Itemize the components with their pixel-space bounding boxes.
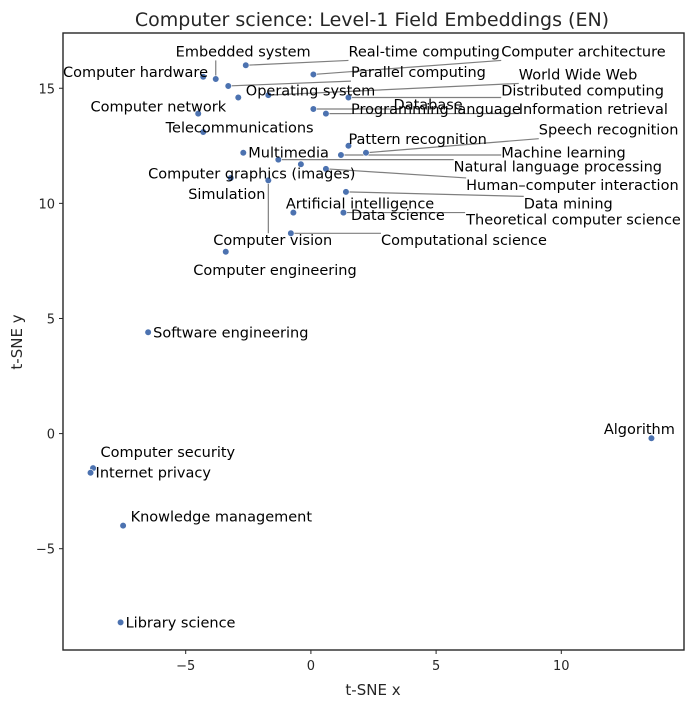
y-tick-label: 10 [38, 197, 55, 212]
data-point [344, 93, 353, 102]
point-label: Pattern recognition [348, 132, 486, 148]
data-point [339, 208, 348, 217]
point-label: Real-time computing [348, 44, 499, 60]
chart-title: Computer science: Level-1 Field Embeddin… [135, 9, 609, 31]
data-point [344, 142, 353, 150]
point-label: Theoretical computer science [465, 212, 681, 228]
leader-line [313, 59, 502, 76]
leader-line [325, 168, 467, 179]
data-point [224, 82, 232, 90]
point-label: Computer vision [213, 233, 332, 249]
x-tick-label: −5 [176, 659, 195, 674]
point-label: Computer engineering [193, 263, 356, 279]
plot-frame [62, 32, 685, 651]
data-point [212, 75, 220, 83]
data-point [199, 73, 207, 81]
point-label: Natural language processing [454, 160, 662, 176]
data-point [274, 156, 282, 164]
y-axis-label: t-SNE y [8, 314, 26, 369]
point-label: Human–computer interaction [466, 178, 679, 194]
point-label: Telecommunications [165, 120, 314, 136]
leader-line [365, 138, 539, 154]
point-label: Knowledge management [131, 509, 313, 525]
point-label: Database [394, 97, 463, 113]
data-point [264, 91, 272, 99]
point-label: Embedded system [176, 44, 311, 60]
data-point [322, 165, 330, 173]
y-tick-label: 5 [47, 312, 55, 327]
data-point [287, 229, 295, 237]
data-point [222, 248, 230, 256]
x-tick-label: 5 [432, 659, 440, 674]
point-label: Computational science [381, 233, 547, 249]
y-tick-label: −5 [36, 543, 55, 558]
point-label: Machine learning [501, 146, 625, 162]
data-point [239, 149, 247, 157]
point-label: Library science [126, 615, 236, 631]
data-point [647, 434, 656, 442]
point-label: Computer security [101, 445, 236, 461]
x-axis-label: t-SNE x [345, 681, 400, 699]
point-label: Computer graphics (images) [148, 166, 355, 182]
y-axis-ticks: −5 0 5 10 15 [36, 82, 63, 558]
point-label: Distributed computing [501, 84, 664, 100]
point-label: Computer architecture [501, 44, 666, 60]
data-point [227, 174, 235, 182]
y-tick-label: 15 [38, 82, 55, 97]
point-label: Operating system [246, 84, 376, 100]
point-label: World Wide Web [519, 67, 638, 83]
point-label: Computer hardware [63, 65, 208, 81]
point-label: Data science [351, 208, 445, 224]
data-point [144, 328, 152, 336]
point-label: Simulation [188, 187, 265, 203]
point-label: Information retrieval [519, 102, 668, 118]
x-tick-label: 0 [307, 659, 315, 674]
data-point [119, 522, 127, 530]
point-label: Parallel computing [351, 65, 486, 81]
x-tick-label: 10 [553, 659, 570, 674]
data-point [289, 208, 297, 217]
point-label: Speech recognition [539, 123, 679, 139]
point-label: Internet privacy [96, 466, 212, 482]
data-point [309, 105, 318, 113]
leader-line [228, 80, 351, 87]
point-label: Programming language [351, 102, 521, 118]
data-point [342, 188, 350, 196]
point-label: Software engineering [153, 325, 308, 341]
data-point [362, 149, 370, 157]
data-point [322, 109, 330, 118]
leader-line [245, 59, 349, 66]
point-label: Artificial intelligence [286, 196, 434, 212]
point-label: Data mining [524, 196, 613, 212]
data-points [86, 61, 656, 626]
data-point [199, 128, 207, 136]
leader-line [268, 82, 519, 96]
data-point [234, 93, 242, 102]
point-label: Multimedia [248, 146, 329, 162]
data-point [242, 61, 250, 69]
x-axis-ticks: −5 0 5 10 [176, 650, 570, 674]
point-label: Computer network [91, 100, 227, 116]
data-point [337, 151, 345, 159]
data-point [264, 176, 272, 184]
data-point [194, 109, 202, 118]
data-point [309, 70, 318, 79]
y-tick-label: 0 [47, 428, 55, 443]
data-point [297, 160, 305, 168]
data-point [116, 618, 125, 626]
leader-line [345, 191, 524, 197]
point-label: Algorithm [604, 422, 675, 438]
point-labels: Computer hardware Embedded system Real-tim… [63, 44, 681, 631]
data-point [86, 469, 95, 477]
